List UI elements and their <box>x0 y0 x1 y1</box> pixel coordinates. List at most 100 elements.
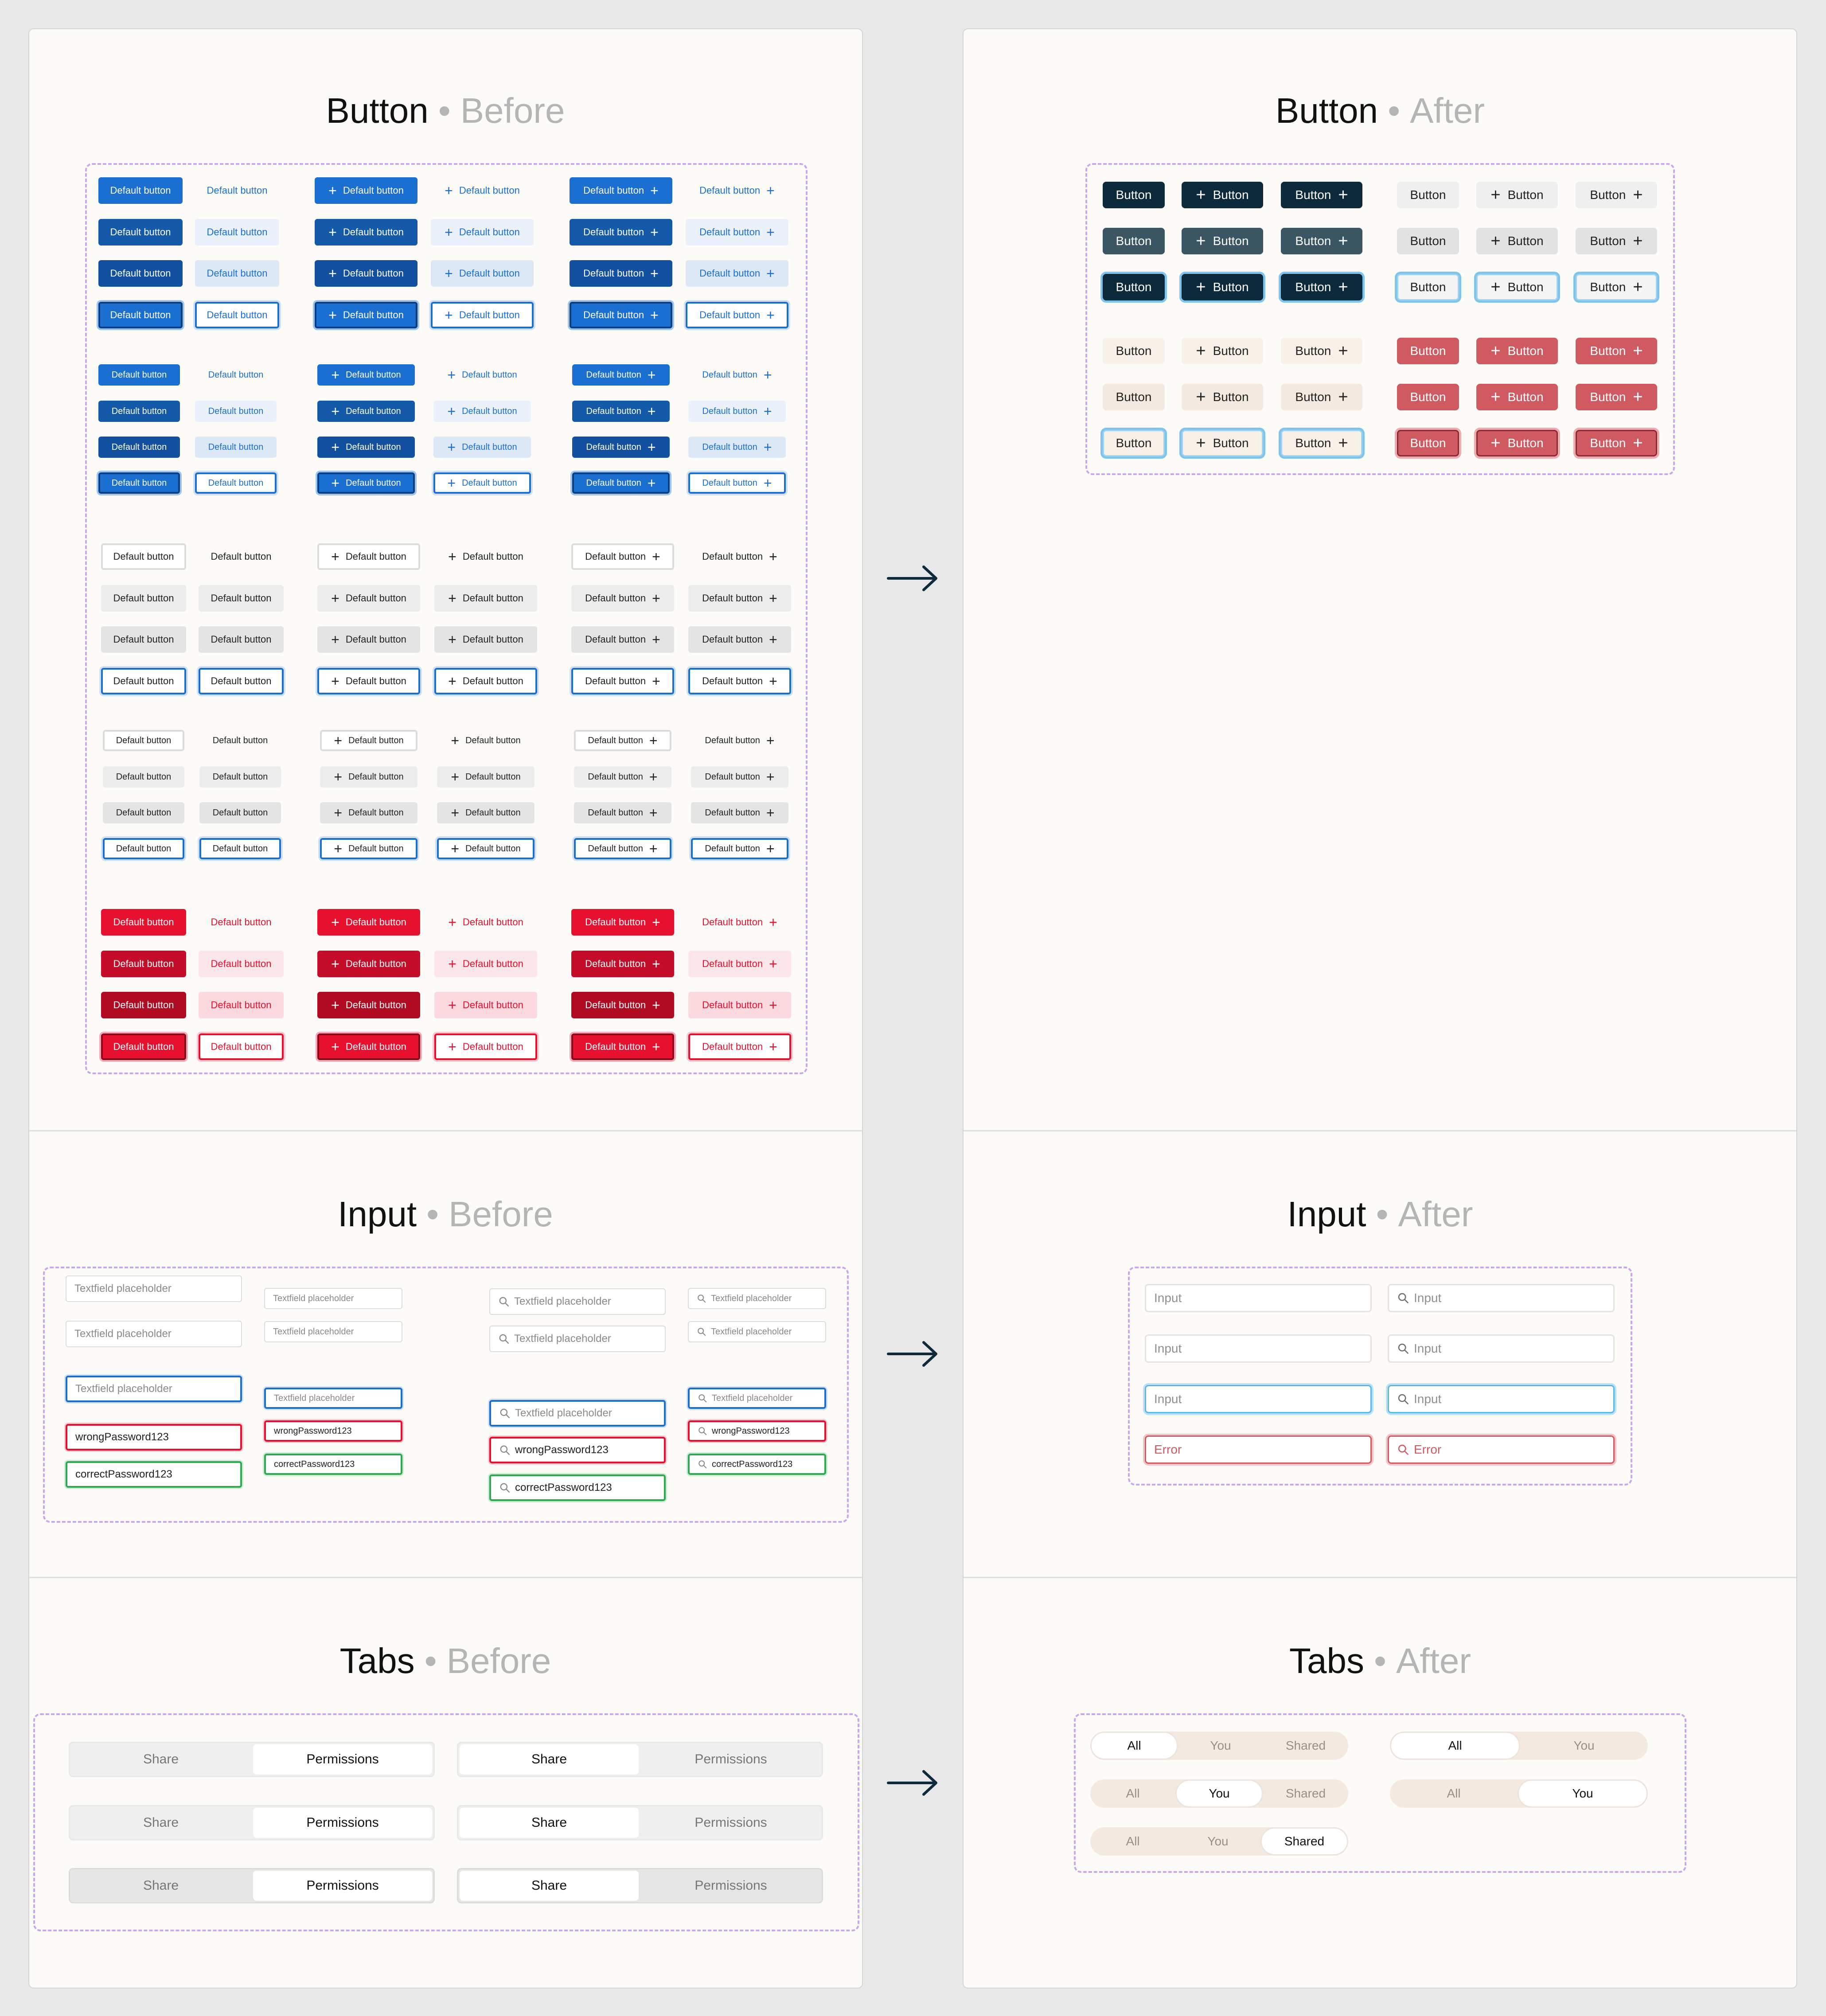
tab-all[interactable]: All <box>1390 1731 1520 1760</box>
tab-all[interactable]: All <box>1090 1731 1178 1760</box>
default-button[interactable]: Default button + <box>571 626 674 653</box>
password-input-error[interactable]: wrongPassword123 <box>264 1420 402 1442</box>
default-button[interactable]: + Default button <box>434 951 537 977</box>
input[interactable]: Input <box>1145 1334 1372 1363</box>
tab-share[interactable]: Share <box>460 1808 639 1838</box>
default-button[interactable]: + Default button <box>437 838 535 859</box>
default-button[interactable]: Default button + <box>572 364 670 386</box>
default-button[interactable]: + Default button <box>434 668 537 694</box>
default-button[interactable]: + Default button <box>433 364 531 386</box>
text-input[interactable]: Textfield placeholder <box>264 1321 402 1342</box>
input[interactable]: Input <box>1145 1385 1372 1413</box>
default-button[interactable]: Default button <box>98 364 180 386</box>
default-button[interactable]: Default button <box>195 302 279 328</box>
tab-shared[interactable]: Shared <box>1263 1731 1348 1760</box>
default-button[interactable]: Default button <box>199 626 284 653</box>
default-button[interactable]: Default button + <box>686 260 788 287</box>
button[interactable]: Button <box>1397 430 1459 456</box>
default-button[interactable]: + Default button <box>320 838 417 859</box>
default-button[interactable]: Default button <box>199 802 281 823</box>
tab-you[interactable]: You <box>1178 1731 1263 1760</box>
button[interactable]: Button <box>1397 228 1459 254</box>
button[interactable]: + Button <box>1182 338 1263 364</box>
default-button[interactable]: Default button + <box>691 802 788 823</box>
default-button[interactable]: Default button + <box>691 838 788 859</box>
text-input[interactable]: Textfield placeholder <box>66 1376 242 1402</box>
default-button[interactable]: Default button + <box>571 909 674 936</box>
default-button[interactable]: Default button <box>195 219 279 246</box>
default-button[interactable]: Default button <box>101 626 186 653</box>
default-button[interactable]: Default button + <box>574 766 671 788</box>
default-button[interactable]: Default button + <box>691 730 788 751</box>
button[interactable]: + Button <box>1476 430 1558 456</box>
default-button[interactable]: Default button <box>199 668 284 694</box>
default-button[interactable]: + Default button <box>437 802 535 823</box>
tab-you[interactable]: You <box>1518 1779 1648 1808</box>
button[interactable]: Button <box>1397 338 1459 364</box>
password-input-success[interactable]: correctPassword123 <box>66 1461 242 1488</box>
tab-permissions[interactable]: Permissions <box>641 1808 820 1838</box>
default-button[interactable]: + Default button <box>315 177 417 204</box>
default-button[interactable]: Default button + <box>688 668 791 694</box>
default-button[interactable]: + Default button <box>315 219 417 246</box>
default-button[interactable]: Default button + <box>688 585 791 612</box>
default-button[interactable]: Default button <box>101 668 186 694</box>
default-button[interactable]: Default button + <box>571 543 674 570</box>
button[interactable]: Button + <box>1281 274 1362 300</box>
default-button[interactable]: Default button + <box>570 219 672 246</box>
default-button[interactable]: + Default button <box>437 730 535 751</box>
button[interactable]: Button + <box>1576 384 1657 410</box>
default-button[interactable]: + Default button <box>317 585 420 612</box>
tab-permissions[interactable]: Permissions <box>253 1871 432 1901</box>
tab-all[interactable]: All <box>1390 1779 1518 1808</box>
default-button[interactable]: Default button + <box>688 951 791 977</box>
tab-you[interactable]: You <box>1175 1779 1263 1808</box>
default-button[interactable]: Default button + <box>574 802 671 823</box>
tab-permissions[interactable]: Permissions <box>253 1744 432 1774</box>
default-button[interactable]: + Default button <box>317 401 415 422</box>
button[interactable]: Button + <box>1281 228 1362 254</box>
default-button[interactable]: Default button <box>101 909 186 936</box>
text-input[interactable]: Textfield placeholder <box>264 1388 402 1409</box>
input[interactable]: Input <box>1388 1334 1615 1363</box>
default-button[interactable]: Default button <box>101 543 186 570</box>
default-button[interactable]: Default button <box>199 543 284 570</box>
button[interactable]: + Button <box>1476 274 1558 300</box>
password-input-error[interactable]: wrongPassword123 <box>66 1424 242 1451</box>
tab-share[interactable]: Share <box>460 1871 639 1901</box>
default-button[interactable]: Default button + <box>572 437 670 458</box>
default-button[interactable]: Default button + <box>688 992 791 1018</box>
default-button[interactable]: Default button <box>103 802 184 823</box>
default-button[interactable]: Default button + <box>688 543 791 570</box>
button[interactable]: Button + <box>1281 430 1362 456</box>
default-button[interactable]: + Default button <box>431 260 534 287</box>
default-button[interactable]: Default button + <box>688 1033 791 1060</box>
default-button[interactable]: + Default button <box>431 302 534 328</box>
default-button[interactable]: + Default button <box>317 668 420 694</box>
default-button[interactable]: + Default button <box>317 364 415 386</box>
default-button[interactable]: Default button <box>199 838 281 859</box>
tab-shared[interactable]: Shared <box>1260 1827 1348 1856</box>
default-button[interactable]: + Default button <box>317 951 420 977</box>
default-button[interactable]: + Default button <box>434 909 537 936</box>
default-button[interactable]: Default button <box>101 951 186 977</box>
default-button[interactable]: Default button + <box>572 472 670 494</box>
default-button[interactable]: Default button + <box>688 909 791 936</box>
default-button[interactable]: Default button + <box>574 730 671 751</box>
default-button[interactable]: Default button <box>98 302 183 328</box>
default-button[interactable]: Default button <box>101 585 186 612</box>
button[interactable]: + Button <box>1182 430 1263 456</box>
button[interactable]: Button + <box>1281 384 1362 410</box>
default-button[interactable]: Default button + <box>686 219 788 246</box>
tab-permissions[interactable]: Permissions <box>641 1871 820 1901</box>
default-button[interactable]: Default button <box>98 260 183 287</box>
tab-share[interactable]: Share <box>71 1871 250 1901</box>
default-button[interactable]: Default button + <box>691 766 788 788</box>
default-button[interactable]: Default button + <box>688 472 786 494</box>
default-button[interactable]: + Default button <box>320 802 417 823</box>
tab-permissions[interactable]: Permissions <box>253 1808 432 1838</box>
input[interactable]: Input <box>1388 1284 1615 1312</box>
button[interactable]: Button <box>1103 338 1165 364</box>
button[interactable]: Button + <box>1576 274 1657 300</box>
default-button[interactable]: Default button <box>195 437 277 458</box>
